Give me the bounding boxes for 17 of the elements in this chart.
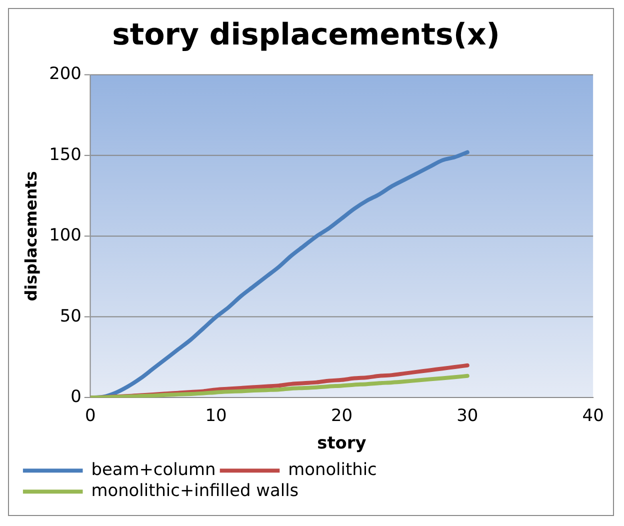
legend-label: monolithic+infilled walls — [91, 480, 299, 500]
x-axis-title: story — [317, 432, 366, 452]
legend-label: beam+column — [91, 459, 216, 480]
x-tick-label: 20 — [330, 405, 352, 426]
legend-label: monolithic — [288, 459, 377, 480]
line-series — [90, 374, 470, 398]
x-tick-label: 30 — [456, 405, 478, 426]
chart-title: story displacements(x) — [112, 18, 500, 53]
x-tick-label: 0 — [84, 405, 96, 426]
y-tick-label: 200 — [49, 63, 82, 84]
y-tick-label: 100 — [49, 224, 82, 245]
x-tick-label: 40 — [582, 405, 604, 426]
y-tick-label: 50 — [60, 305, 82, 326]
y-tick-label: 0 — [70, 386, 82, 406]
x-tick-label: 10 — [205, 405, 227, 426]
y-tick-label: 150 — [49, 144, 82, 164]
y-axis-title: displacements — [22, 171, 41, 302]
